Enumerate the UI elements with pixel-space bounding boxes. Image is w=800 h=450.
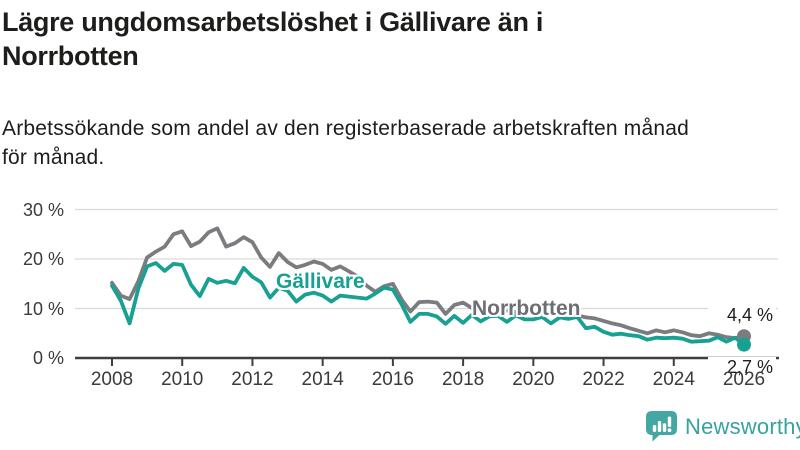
end-value-label-norrbotten: 4,4 %	[708, 305, 776, 326]
y-axis-label: 30 %	[22, 199, 64, 220]
end-value-label-gallivare: 2,7 %	[708, 357, 776, 378]
series-label-norrbotten: Norrbotten	[472, 297, 581, 320]
newsworthy-logo: Newsworthy	[645, 410, 800, 443]
x-axis-label: 2018	[441, 369, 485, 390]
newsworthy-wordmark: Newsworthy	[685, 413, 800, 439]
page-title: Lägre ungdomsarbetslöshet i Gällivare än…	[2, 5, 543, 73]
title-line-1: Lägre ungdomsarbetslöshet i Gällivare än…	[2, 7, 544, 37]
y-axis-label: 0 %	[32, 348, 64, 368]
chart-subtitle: Arbetssökande som andel av den registerb…	[2, 114, 689, 172]
series-label-gallivare: Gällivare	[276, 270, 365, 293]
x-axis-label: 2008	[90, 369, 134, 390]
subtitle-line-1: Arbetssökande som andel av den registerb…	[2, 117, 689, 140]
x-axis-label: 2020	[512, 369, 555, 390]
newsworthy-icon	[646, 411, 677, 442]
x-axis-label: 2016	[371, 369, 415, 390]
x-axis-label: 2024	[652, 369, 695, 390]
series-line-norrbotten	[110, 226, 746, 341]
end-dot-gällivare	[736, 337, 751, 352]
y-axis-label: 20 %	[22, 249, 64, 269]
x-axis-label: 2026	[722, 369, 766, 390]
series-line-gällivare	[110, 261, 746, 347]
y-axis-label: 10 %	[22, 298, 64, 319]
subtitle-line-2: för månad.	[2, 146, 105, 169]
x-axis-label: 2010	[161, 369, 204, 390]
x-axis-label: 2012	[231, 369, 274, 390]
x-axis-label: 2022	[582, 369, 625, 390]
x-axis-label: 2014	[301, 369, 344, 390]
title-line-2: Norrbotten	[2, 41, 139, 71]
